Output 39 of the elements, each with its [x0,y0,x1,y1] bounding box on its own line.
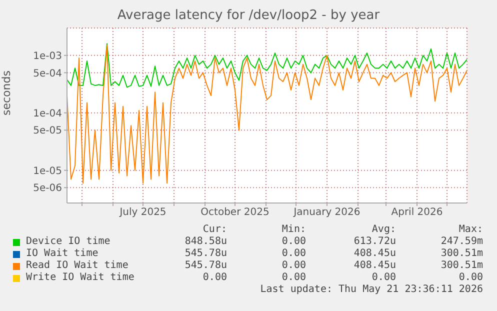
text: 0.00 [282,260,306,271]
text: Min: [282,224,306,235]
x-tick-label: July 2025 [118,207,166,218]
chart-title: Average latency for /dev/loop2 - by year [116,8,381,23]
y-tick-label: 1e-03 [33,50,62,62]
text: 0.00 [372,272,396,283]
y-axis-title: seconds [0,70,13,116]
text: 300.51m [440,248,483,259]
y-tick-label: 5e-05 [33,126,62,137]
text: Max: [458,224,483,235]
text: 0.00 [458,272,483,283]
text: Last update: Thu May 21 23:36:11 2026 [260,284,483,295]
text: 848.58u [184,236,227,247]
y-tick-label: 1e-05 [33,166,62,177]
text: 0.00 [282,236,306,247]
text: Avg: [372,224,396,235]
text: Cur: [202,224,227,235]
line-series [67,44,467,184]
text: 247.59m [440,236,483,247]
text: 408.45u [354,260,396,271]
line-series [67,43,467,88]
y-tick-label: 1e-04 [33,108,62,120]
legend-label: Write IO Wait time [26,272,134,283]
text: 0.00 [202,272,227,283]
text: 0.00 [282,248,306,259]
legend-label: Read IO Wait time [26,260,128,271]
text: 300.51m [440,260,483,271]
y-tick-label: 5e-04 [33,68,62,80]
legend-label: Device IO time [26,236,110,247]
x-tick-label: April 2026 [391,207,443,218]
y-tick-label: 5e-06 [33,183,62,194]
text: 408.45u [354,248,396,259]
text: 545.78u [184,260,227,271]
text: 613.72u [354,236,396,247]
text: 545.78u [184,248,227,259]
x-tick-label: January 2026 [292,207,360,218]
legend-label: IO Wait time [26,248,98,259]
text: 0.00 [282,272,306,283]
x-tick-label: October 2025 [200,207,270,218]
